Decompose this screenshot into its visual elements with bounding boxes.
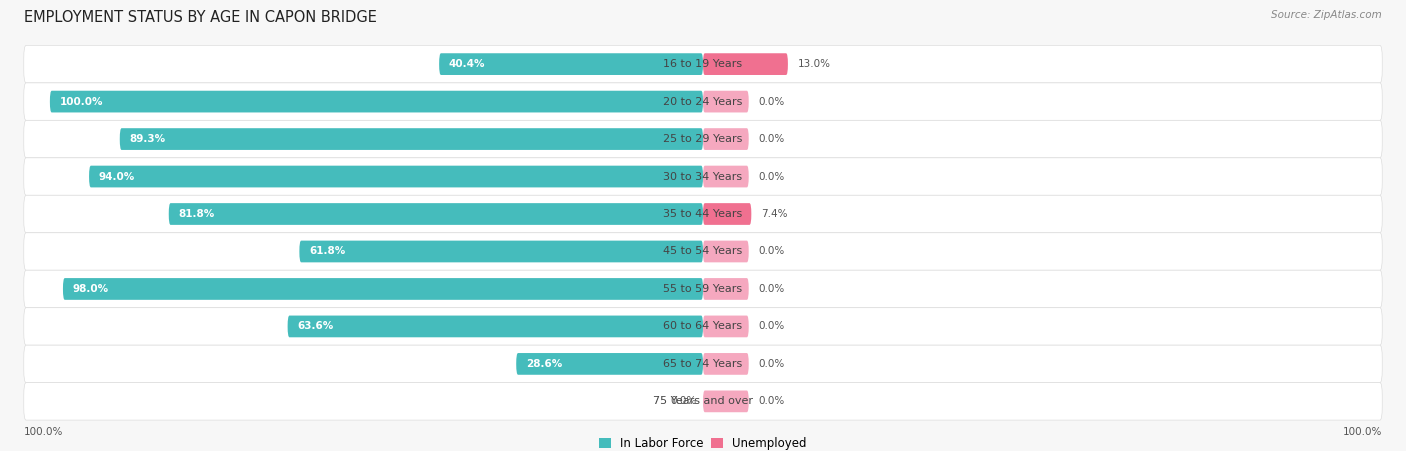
Text: 63.6%: 63.6% — [298, 322, 333, 331]
Text: 7.4%: 7.4% — [761, 209, 787, 219]
Text: 0.0%: 0.0% — [758, 322, 785, 331]
Text: 30 to 34 Years: 30 to 34 Years — [664, 171, 742, 182]
FancyBboxPatch shape — [120, 128, 703, 150]
FancyBboxPatch shape — [439, 53, 703, 75]
FancyBboxPatch shape — [703, 166, 749, 188]
FancyBboxPatch shape — [169, 203, 703, 225]
FancyBboxPatch shape — [703, 91, 749, 112]
Text: 35 to 44 Years: 35 to 44 Years — [664, 209, 742, 219]
FancyBboxPatch shape — [288, 316, 703, 337]
Text: 40.4%: 40.4% — [449, 59, 485, 69]
FancyBboxPatch shape — [24, 382, 1382, 420]
Text: Source: ZipAtlas.com: Source: ZipAtlas.com — [1271, 10, 1382, 20]
FancyBboxPatch shape — [703, 241, 749, 262]
Text: EMPLOYMENT STATUS BY AGE IN CAPON BRIDGE: EMPLOYMENT STATUS BY AGE IN CAPON BRIDGE — [24, 10, 377, 25]
Text: 0.0%: 0.0% — [758, 171, 785, 182]
Text: 81.8%: 81.8% — [179, 209, 215, 219]
FancyBboxPatch shape — [63, 278, 703, 300]
Text: 0.0%: 0.0% — [758, 284, 785, 294]
FancyBboxPatch shape — [49, 91, 703, 112]
Text: 0.0%: 0.0% — [758, 396, 785, 406]
Legend: In Labor Force, Unemployed: In Labor Force, Unemployed — [599, 437, 807, 451]
Text: 94.0%: 94.0% — [98, 171, 135, 182]
Text: 16 to 19 Years: 16 to 19 Years — [664, 59, 742, 69]
FancyBboxPatch shape — [24, 195, 1382, 233]
Text: 100.0%: 100.0% — [1343, 427, 1382, 437]
FancyBboxPatch shape — [24, 158, 1382, 195]
Text: 100.0%: 100.0% — [24, 427, 63, 437]
Text: 0.0%: 0.0% — [758, 134, 785, 144]
FancyBboxPatch shape — [703, 353, 749, 375]
FancyBboxPatch shape — [24, 120, 1382, 158]
FancyBboxPatch shape — [24, 308, 1382, 345]
Text: 25 to 29 Years: 25 to 29 Years — [664, 134, 742, 144]
Text: 65 to 74 Years: 65 to 74 Years — [664, 359, 742, 369]
Text: 0.0%: 0.0% — [758, 97, 785, 106]
Text: 28.6%: 28.6% — [526, 359, 562, 369]
FancyBboxPatch shape — [24, 270, 1382, 308]
Text: 100.0%: 100.0% — [59, 97, 103, 106]
Text: 0.0%: 0.0% — [758, 247, 785, 257]
Text: 61.8%: 61.8% — [309, 247, 346, 257]
FancyBboxPatch shape — [516, 353, 703, 375]
Text: 0.0%: 0.0% — [758, 359, 785, 369]
Text: 89.3%: 89.3% — [129, 134, 166, 144]
Text: 13.0%: 13.0% — [797, 59, 831, 69]
Text: 45 to 54 Years: 45 to 54 Years — [664, 247, 742, 257]
FancyBboxPatch shape — [24, 345, 1382, 382]
FancyBboxPatch shape — [24, 46, 1382, 83]
FancyBboxPatch shape — [299, 241, 703, 262]
Text: 20 to 24 Years: 20 to 24 Years — [664, 97, 742, 106]
Text: 60 to 64 Years: 60 to 64 Years — [664, 322, 742, 331]
FancyBboxPatch shape — [24, 83, 1382, 120]
Text: 55 to 59 Years: 55 to 59 Years — [664, 284, 742, 294]
FancyBboxPatch shape — [24, 233, 1382, 270]
FancyBboxPatch shape — [703, 278, 749, 300]
FancyBboxPatch shape — [703, 203, 751, 225]
FancyBboxPatch shape — [703, 128, 749, 150]
FancyBboxPatch shape — [703, 53, 787, 75]
FancyBboxPatch shape — [703, 391, 749, 412]
Text: 75 Years and over: 75 Years and over — [652, 396, 754, 406]
Text: 0.0%: 0.0% — [671, 396, 696, 406]
Text: 98.0%: 98.0% — [73, 284, 108, 294]
FancyBboxPatch shape — [703, 316, 749, 337]
FancyBboxPatch shape — [89, 166, 703, 188]
